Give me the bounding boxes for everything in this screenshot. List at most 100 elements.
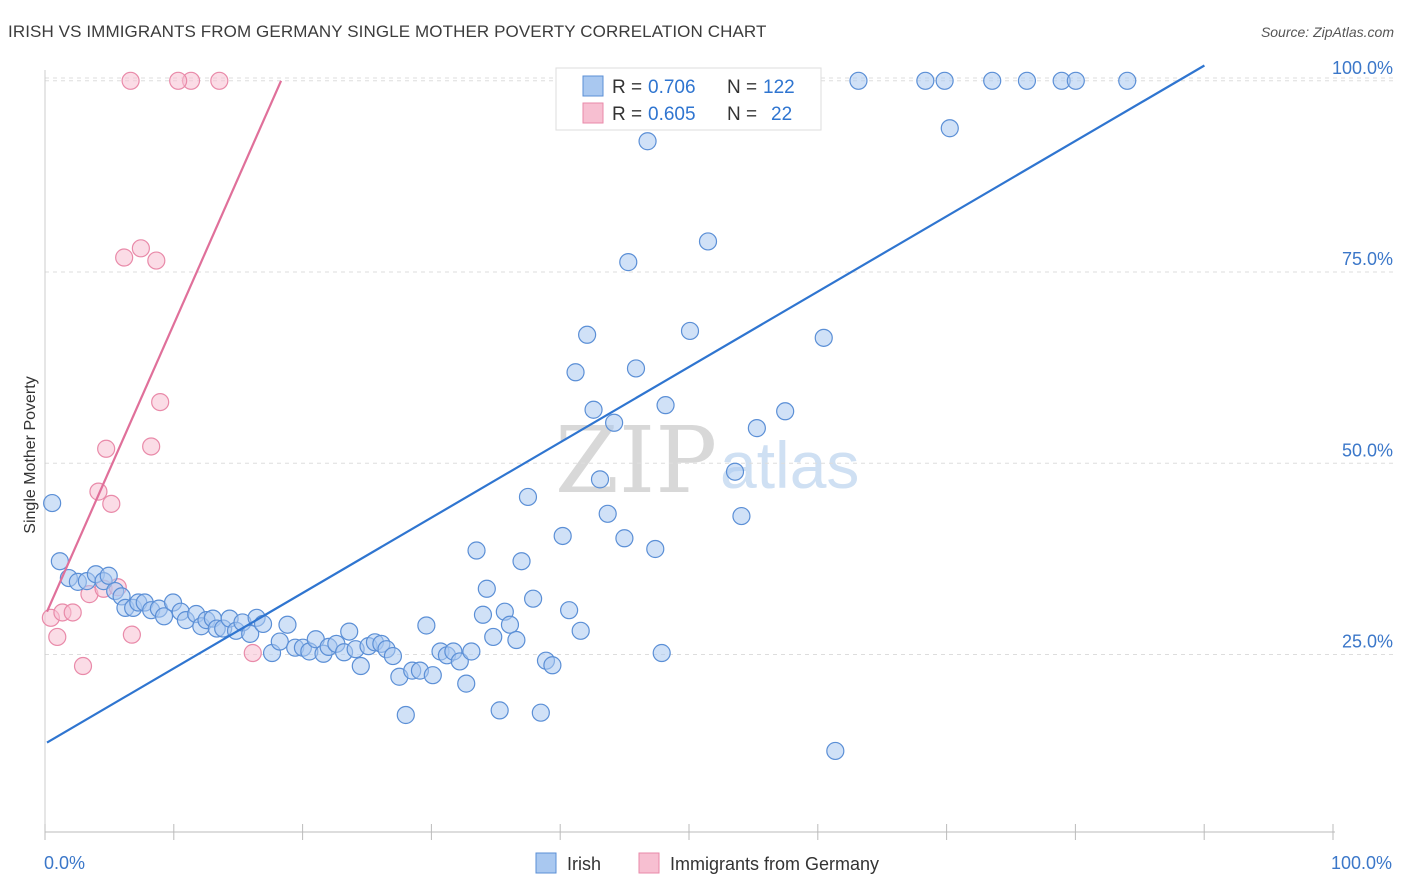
y-tick-label-2: 75.0% [1342, 249, 1393, 269]
irish-point-93 [680, 321, 700, 341]
irish-point-31 [253, 614, 273, 634]
irish-point-92 [656, 396, 675, 415]
gridlines [45, 77, 1393, 656]
irish-point-89 [638, 132, 657, 151]
irish-point-33 [270, 632, 289, 651]
series-irish-points [43, 71, 1137, 761]
irish-point-16 [154, 607, 174, 626]
irish-point-77 [553, 526, 572, 546]
irish-point-85 [605, 413, 624, 432]
x-tick-marks [44, 824, 1334, 840]
source-credit: Source: ZipAtlas.com [1260, 24, 1394, 40]
irish-point-43 [340, 622, 359, 641]
irish-point-91 [652, 643, 671, 663]
germany-point-19 [243, 643, 262, 663]
irish-point-100 [826, 741, 845, 761]
legend-r-label-irish: R = [612, 77, 642, 98]
germany-point-12 [122, 625, 141, 644]
irish-point-94 [698, 232, 718, 251]
irish-point-87 [619, 253, 638, 272]
irish-point-112 [1118, 71, 1137, 90]
irish-point-90 [646, 539, 665, 559]
x-tick-label-min: 0.0% [44, 853, 85, 873]
irish-point-73 [524, 589, 543, 608]
irish-point-84 [598, 504, 617, 523]
germany-point-13 [131, 239, 150, 258]
germany-point-3 [63, 603, 82, 622]
irish-point-82 [584, 400, 603, 419]
watermark-atlas: atlas [720, 428, 859, 502]
irish-point-65 [477, 579, 496, 598]
irish-point-81 [578, 325, 597, 344]
germany-point-20 [121, 71, 140, 90]
y-axis-title: Single Mother Poverty [22, 376, 39, 533]
irish-point-66 [484, 627, 503, 647]
irish-point-86 [615, 529, 634, 548]
germany-point-11 [115, 248, 134, 267]
irish-trend-line [46, 64, 1205, 744]
irish-point-72 [518, 487, 538, 507]
trend-lines [45, 64, 1205, 744]
correlation-legend: R = 0.706 N = 122 R = 0.605 N = 22 [555, 67, 822, 131]
irish-point-71 [512, 552, 531, 571]
irish-point-7 [99, 566, 118, 585]
germany-point-8 [97, 439, 116, 458]
legend-r-label-germany: R = [612, 104, 642, 125]
germany-trend-line [45, 80, 283, 613]
irish-point-74 [531, 703, 550, 722]
irish-point-99 [814, 328, 833, 347]
irish-point-83 [590, 470, 610, 489]
bottom-legend-label-irish: Irish [567, 854, 601, 874]
bottom-legend-swatch-germany [638, 852, 660, 874]
germany-point-9 [102, 494, 121, 513]
irish-point-88 [626, 359, 646, 378]
irish-point-109 [1017, 71, 1037, 90]
irish-point-62 [462, 642, 481, 661]
germany-point-18 [210, 71, 229, 90]
irish-point-50 [383, 646, 403, 666]
irish-point-52 [396, 705, 415, 725]
germany-point-16 [151, 393, 170, 412]
irish-point-45 [351, 656, 370, 676]
irish-point-70 [507, 630, 526, 650]
irish-point-101 [849, 71, 868, 90]
legend-r-value-irish: 0.706 [648, 77, 696, 98]
irish-point-98 [776, 402, 795, 421]
legend-n-value-germany: 22 [771, 104, 792, 125]
legend-n-label-germany: N = [727, 104, 757, 125]
irish-point-78 [560, 601, 579, 620]
watermark-zip: ZIP [555, 407, 717, 514]
irish-point-76 [543, 656, 562, 675]
irish-point-97 [747, 419, 766, 438]
germany-point-15 [147, 251, 166, 270]
irish-point-111 [1066, 71, 1085, 90]
y-tick-labels: 25.0% 50.0% 75.0% 100.0% [1332, 58, 1393, 652]
irish-point-63 [467, 541, 486, 560]
y-tick-label-0: 25.0% [1342, 632, 1393, 652]
y-tick-label-3: 100.0% [1332, 58, 1393, 78]
irish-point-34 [278, 615, 297, 634]
irish-point-61 [457, 674, 476, 693]
y-tick-label-1: 50.0% [1342, 440, 1393, 460]
legend-swatch-germany [582, 102, 604, 124]
irish-point-55 [417, 616, 436, 635]
bottom-legend-swatch-irish [535, 852, 557, 874]
irish-point-105 [916, 71, 935, 90]
irish-point-56 [423, 666, 442, 685]
irish-point-29 [241, 624, 260, 643]
irish-point-79 [566, 363, 585, 382]
irish-point-69 [500, 615, 520, 634]
irish-point-64 [473, 605, 493, 624]
legend-n-value-irish: 122 [763, 77, 795, 98]
irish-point-106 [935, 71, 954, 90]
irish-point-67 [490, 701, 509, 720]
x-tick-label-max: 100.0% [1331, 853, 1392, 873]
irish-point-80 [571, 621, 590, 640]
germany-point-1 [48, 627, 67, 647]
bottom-legend-label-germany: Immigrants from Germany [670, 854, 879, 874]
irish-point-108 [983, 71, 1002, 90]
germany-point-14 [142, 437, 161, 456]
irish-point-96 [732, 506, 751, 526]
legend-r-value-germany: 0.605 [648, 104, 696, 125]
